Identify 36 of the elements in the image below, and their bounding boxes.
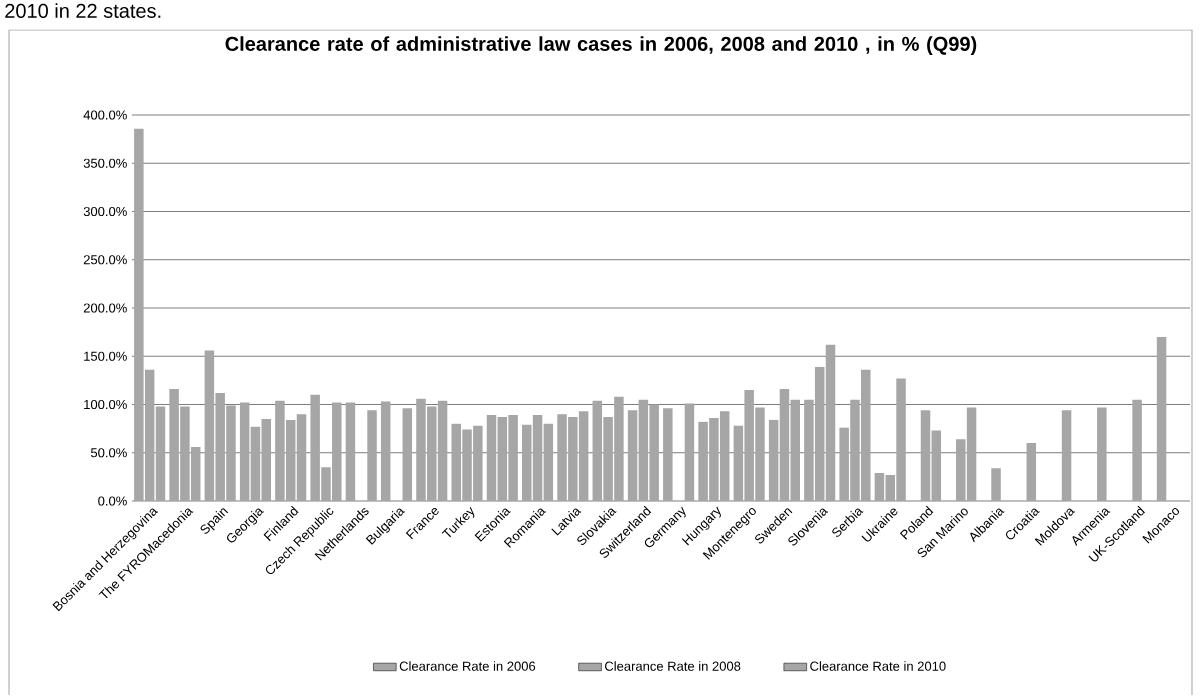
chart-title: Clearance rate of administrative law cases in 2006, 2008 and 2010 , in % (Q99)	[225, 36, 977, 56]
bar	[380, 401, 391, 502]
bar	[991, 468, 1001, 502]
y-tick-label: 400.0%	[83, 110, 127, 120]
y-tick-label: 50.0%	[90, 448, 127, 458]
y-tick-label: 300.0%	[83, 207, 127, 217]
bar	[931, 430, 942, 502]
bar	[367, 410, 377, 502]
y-tick-label: 250.0%	[83, 255, 127, 265]
legend-label: Clearance Rate in 2010	[810, 661, 946, 672]
legend-label: Clearance Rate in 2008	[605, 661, 741, 672]
y-tick-label: 200.0%	[83, 303, 127, 313]
y-tick-label: 100.0%	[84, 400, 127, 410]
bar	[296, 414, 307, 502]
bar	[1156, 337, 1167, 502]
bar	[543, 424, 554, 502]
bar	[768, 420, 779, 502]
bar	[486, 415, 497, 502]
y-tick-label: 0.0%	[98, 496, 127, 506]
text: 2010 in 22 states.	[5, 3, 161, 19]
y-tick-label: 150.0%	[84, 351, 127, 362]
bar	[825, 344, 836, 502]
bar	[1132, 399, 1142, 502]
bar	[402, 408, 413, 502]
bar	[345, 402, 356, 502]
bar	[1097, 407, 1107, 502]
bar	[627, 410, 638, 502]
legend-label: Clearance Rate in 2006	[399, 661, 536, 672]
bar	[1026, 443, 1037, 502]
bar	[239, 402, 250, 502]
bar	[920, 410, 931, 502]
y-tick-label: 350.0%	[83, 158, 127, 169]
bar	[663, 408, 673, 502]
bar	[1061, 410, 1072, 502]
bar	[684, 403, 695, 502]
bar	[155, 406, 166, 502]
